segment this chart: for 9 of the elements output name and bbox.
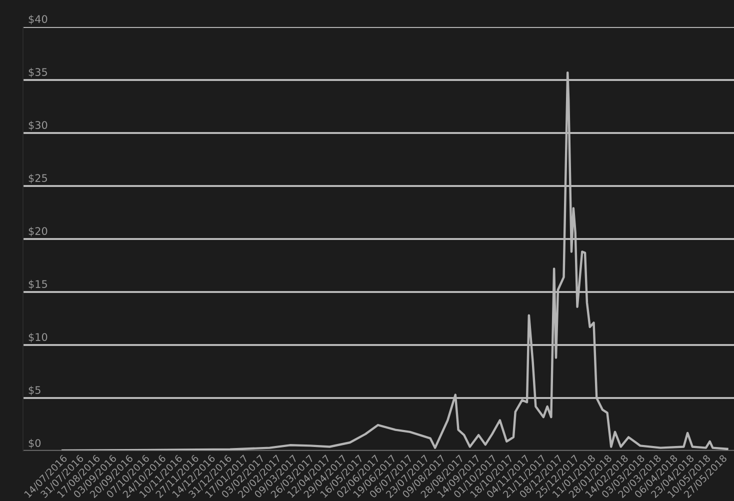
y-tick-label: $30	[28, 120, 48, 130]
y-tick-label: $40	[28, 14, 48, 24]
y-tick-label: $25	[28, 174, 47, 184]
y-tick-label: $10	[28, 332, 48, 342]
y-tick-label: $20	[28, 226, 48, 236]
y-tick-label: $0	[28, 438, 41, 448]
y-tick-label: $35	[28, 68, 47, 78]
y-tick-label: $5	[28, 386, 40, 396]
y-tick-label: $15	[28, 280, 47, 290]
